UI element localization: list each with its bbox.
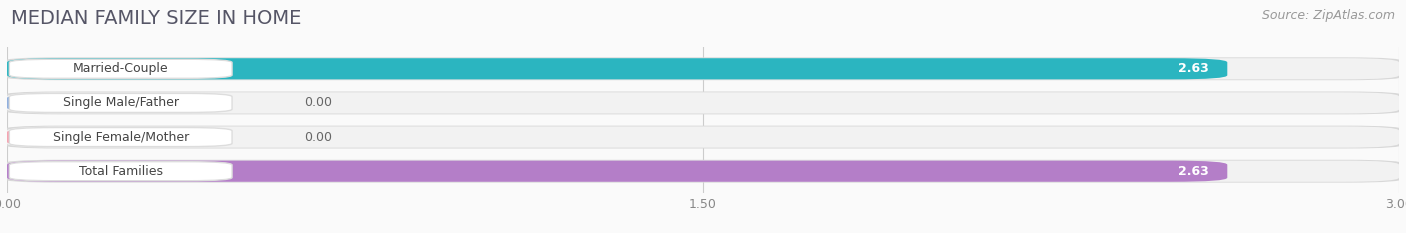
FancyBboxPatch shape (10, 162, 232, 181)
FancyBboxPatch shape (7, 95, 72, 111)
Text: 2.63: 2.63 (1178, 62, 1209, 75)
FancyBboxPatch shape (3, 92, 1403, 114)
FancyBboxPatch shape (10, 59, 232, 78)
FancyBboxPatch shape (7, 129, 72, 145)
Text: Total Families: Total Families (79, 165, 163, 178)
Text: Source: ZipAtlas.com: Source: ZipAtlas.com (1261, 9, 1395, 22)
FancyBboxPatch shape (10, 93, 232, 113)
FancyBboxPatch shape (7, 161, 1227, 182)
FancyBboxPatch shape (7, 161, 1399, 182)
FancyBboxPatch shape (3, 126, 1403, 148)
FancyBboxPatch shape (7, 58, 1399, 79)
Text: Married-Couple: Married-Couple (73, 62, 169, 75)
FancyBboxPatch shape (7, 58, 1227, 79)
Text: 2.63: 2.63 (1178, 165, 1209, 178)
FancyBboxPatch shape (7, 92, 1399, 113)
FancyBboxPatch shape (10, 127, 232, 147)
Text: 0.00: 0.00 (304, 96, 332, 110)
FancyBboxPatch shape (3, 160, 1403, 183)
Text: Single Male/Father: Single Male/Father (63, 96, 179, 110)
FancyBboxPatch shape (7, 127, 1399, 148)
FancyBboxPatch shape (3, 57, 1403, 80)
Text: 0.00: 0.00 (304, 130, 332, 144)
Text: Single Female/Mother: Single Female/Mother (52, 130, 188, 144)
Text: MEDIAN FAMILY SIZE IN HOME: MEDIAN FAMILY SIZE IN HOME (11, 9, 302, 28)
